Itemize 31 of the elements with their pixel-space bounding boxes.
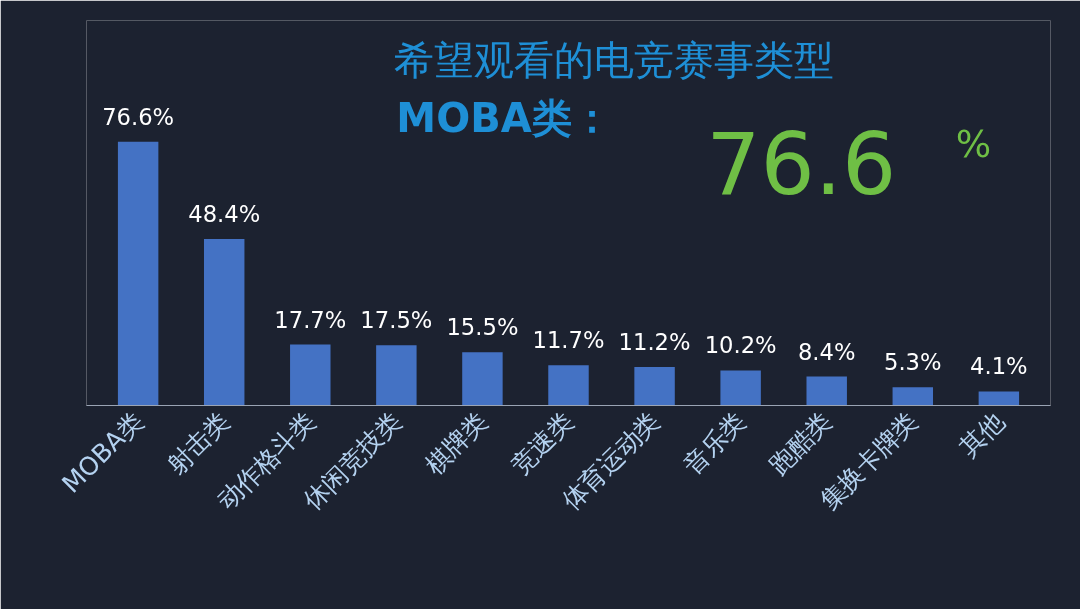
bar [203,238,245,406]
data-label: 11.2% [618,328,691,355]
bar [978,391,1020,406]
bar [548,365,589,406]
data-label: 17.5% [360,307,433,334]
x-tick-label: 其他 [952,405,1010,463]
bar [634,366,675,406]
bar [290,344,331,406]
annotation: % [955,122,992,167]
data-label: 48.4% [188,200,261,227]
data-label: 11.7% [532,327,605,354]
data-label: 4.1% [970,353,1028,380]
bar [117,141,159,406]
x-tick-label: 射击类 [160,405,235,481]
chart-subtitle: MOBA类： [396,95,612,142]
data-label: 15.5% [446,314,519,341]
bar [462,352,503,406]
data-label: 8.4% [797,338,856,365]
bar [892,387,934,406]
annotation: 76.6 [706,115,897,215]
bar [376,345,417,406]
bar [720,370,761,406]
x-tick-label: 棋牌类 [418,405,494,481]
data-label: 10.2% [704,332,777,359]
x-tick-label: 音乐类 [676,405,752,481]
bar [806,376,847,406]
data-label: 17.7% [274,306,347,333]
data-label: 76.6% [102,103,175,130]
x-tick-label: 跑酷类 [763,405,838,481]
data-label: 5.3% [884,349,942,376]
chart-title: 希望观看的电竞赛事类型 [393,37,834,84]
